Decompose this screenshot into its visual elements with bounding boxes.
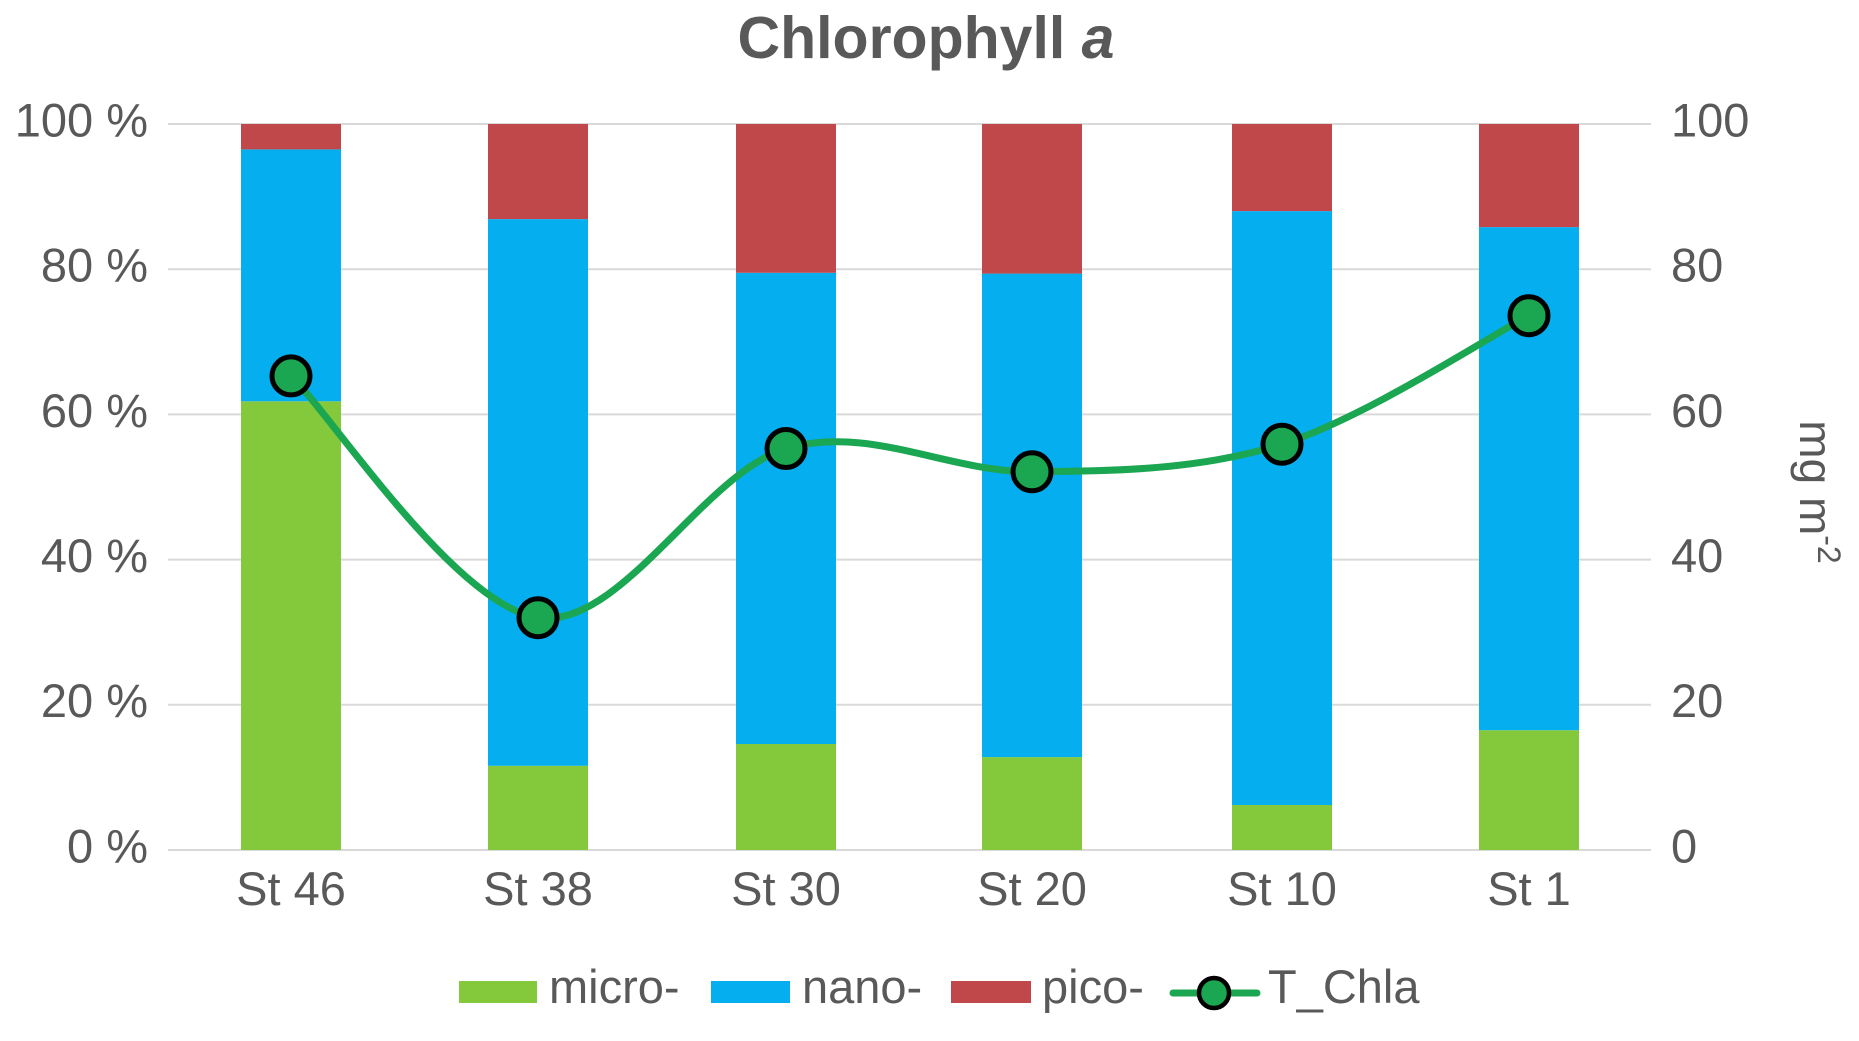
- svg-text:60: 60: [1671, 384, 1723, 437]
- svg-text:20: 20: [1671, 674, 1723, 727]
- svg-text:St 20: St 20: [977, 862, 1087, 915]
- svg-text:0: 0: [1671, 819, 1697, 872]
- svg-text:40: 40: [1671, 529, 1723, 582]
- svg-text:T_Chla: T_Chla: [1268, 960, 1420, 1013]
- svg-text:0 %: 0 %: [67, 819, 148, 872]
- svg-text:40 %: 40 %: [41, 529, 148, 582]
- svg-text:Chlorophyll a: Chlorophyll a: [738, 5, 1115, 71]
- svg-text:80 %: 80 %: [41, 239, 148, 292]
- svg-text:60 %: 60 %: [41, 384, 148, 437]
- svg-text:mg m-2: mg m-2: [1790, 420, 1847, 563]
- svg-text:80: 80: [1671, 239, 1723, 292]
- svg-text:St 38: St 38: [483, 862, 593, 915]
- svg-text:St 46: St 46: [236, 862, 346, 915]
- svg-text:100 %: 100 %: [15, 93, 148, 146]
- svg-text:20 %: 20 %: [41, 674, 148, 727]
- svg-text:St 10: St 10: [1227, 862, 1337, 915]
- svg-text:micro-: micro-: [549, 960, 680, 1013]
- svg-text:St 30: St 30: [731, 862, 841, 915]
- svg-text:nano-: nano-: [802, 960, 922, 1013]
- svg-text:pico-: pico-: [1042, 960, 1144, 1013]
- svg-text:100: 100: [1671, 93, 1749, 146]
- svg-text:St 1: St 1: [1487, 862, 1571, 915]
